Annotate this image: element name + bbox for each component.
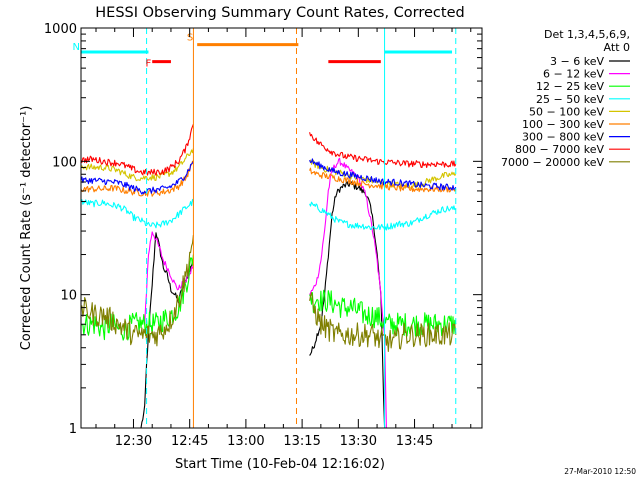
series-line-9-seg-1 (80, 234, 194, 347)
series-line-3-seg-2 (309, 289, 457, 337)
series-line-8-seg-2 (309, 132, 457, 169)
legend-label-4: 25 − 50 keV (536, 93, 604, 106)
legend-label-2: 6 − 12 keV (543, 68, 604, 81)
series-line-2-seg-1 (144, 231, 194, 325)
x-axis-label: Start Time (10-Feb-04 12:16:02) (175, 457, 385, 472)
series-layer (80, 123, 457, 429)
plot-frame (80, 27, 483, 429)
series-line-5-seg-1 (80, 148, 194, 182)
x-tick-label-2: 12:45 (171, 434, 208, 449)
series-line-6-seg-1 (80, 160, 194, 197)
series-line-9-seg-2 (309, 292, 457, 353)
legend-header-1: Det 1,3,4,5,6,9, (544, 28, 630, 41)
x-tick-label-6: 13:45 (396, 434, 433, 449)
footer-timestamp: 27-Mar-2010 12:50 (564, 467, 636, 476)
series-line-7-seg-2 (309, 158, 457, 191)
legend-label-9: 7000 − 20000 keV (501, 156, 604, 169)
legend-label-5: 50 − 100 keV (529, 105, 604, 118)
legend-label-3: 12 − 25 keV (536, 80, 604, 93)
flag-label-f: F (145, 59, 151, 70)
legend-header-2: Att 0 (604, 41, 630, 54)
x-tick-label-1: 12:30 (115, 434, 152, 449)
series-line-7-seg-1 (80, 161, 194, 195)
series-line-8-seg-1 (80, 123, 194, 176)
axes-layer: 1 10 100 1000 12:30 12:45 13:00 13:15 13:30 13:45 (44, 22, 482, 449)
legend-label-8: 800 − 7000 keV (515, 143, 604, 156)
x-tick-label-4: 13:15 (283, 434, 320, 449)
series-line-1-seg-2 (309, 181, 386, 429)
series-line-3-seg-1 (80, 254, 194, 341)
legend-label-6: 100 − 300 keV (522, 118, 604, 131)
y-tick-label-2: 10 (60, 289, 77, 304)
series-line-2-seg-2 (309, 157, 387, 429)
marker-layer: F N S (73, 28, 457, 428)
flag-label-n: N (73, 42, 80, 53)
y-tick-label-4: 1000 (44, 22, 77, 37)
y-tick-label-1: 1 (69, 422, 77, 437)
legend-label-1: 3 − 6 keV (550, 55, 604, 68)
x-tick-label-5: 13:30 (340, 434, 377, 449)
y-tick-label-3: 100 (52, 155, 77, 170)
series-line-4-seg-1 (80, 198, 194, 229)
legend-label-7: 300 − 800 keV (522, 131, 604, 144)
x-tick-label-3: 13:00 (227, 434, 264, 449)
flag-label-s: S (187, 33, 193, 44)
y-axis-label: Corrected Count Rate (s⁻¹ detector⁻¹) (19, 106, 34, 351)
series-line-4-seg-2 (309, 201, 457, 231)
chart-title: HESSI Observing Summary Count Rates, Cor… (95, 5, 464, 21)
